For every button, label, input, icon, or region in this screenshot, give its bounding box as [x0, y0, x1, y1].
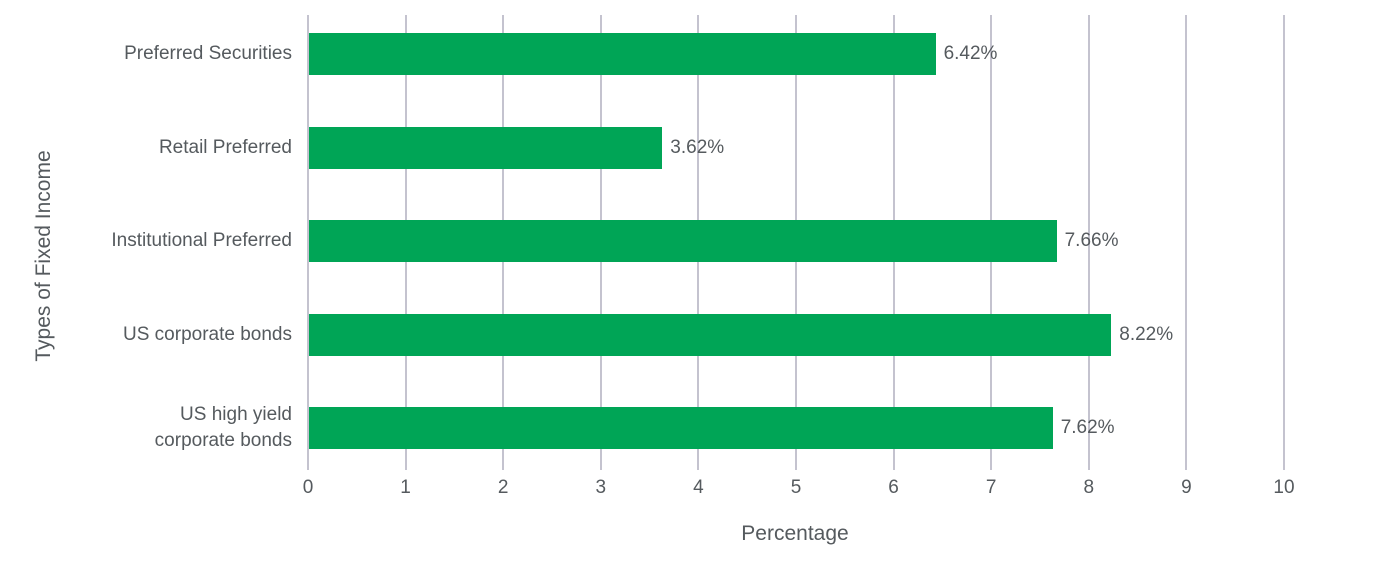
category-label: Retail Preferred [0, 135, 292, 161]
category-label-line: US high yield [180, 404, 292, 426]
bar-value-label: 6.42% [943, 43, 998, 64]
x-axis-title: Percentage [741, 522, 849, 545]
x-tick-label: 2 [497, 477, 509, 498]
bar [309, 407, 1053, 450]
x-tick-label: 9 [1181, 477, 1192, 498]
x-tick-label: 0 [302, 477, 314, 498]
category-label-line: Preferred Securities [124, 43, 292, 64]
gridline [1185, 15, 1188, 470]
x-tick-label: 8 [1083, 477, 1095, 498]
bar [309, 313, 1112, 356]
x-tick-label: 1 [400, 477, 411, 498]
x-tick-label: 3 [595, 477, 607, 498]
bar [309, 220, 1057, 263]
category-label: Preferred Securities [0, 41, 292, 67]
category-label-line: US corporate bonds [123, 323, 292, 345]
y-axis-title: Types of Fixed Income [32, 150, 55, 362]
bar-value-label: 7.66% [1064, 230, 1119, 252]
bar [309, 33, 936, 75]
x-tick-label: 4 [693, 477, 704, 498]
gridline [1283, 15, 1285, 470]
category-label-line: Retail Preferred [158, 136, 292, 158]
category-label: US high yield corporate bonds [0, 402, 292, 454]
bar-value-label: 3.62% [670, 136, 725, 158]
bar [309, 126, 663, 169]
bar-value-label: 7.62% [1060, 417, 1115, 439]
gridline [307, 15, 309, 470]
x-tick-label: 6 [888, 477, 899, 498]
x-tick-label: 5 [790, 477, 802, 498]
x-tick-label: 10 [1273, 477, 1295, 498]
x-tick-label: 7 [985, 477, 997, 498]
category-label: Institutional Preferred [0, 228, 292, 254]
category-label-line: corporate bonds [154, 430, 292, 452]
bar-value-label: 8.22% [1119, 323, 1174, 345]
category-label-line: Institutional Preferred [111, 230, 292, 252]
gridline [1087, 15, 1090, 470]
category-label: US corporate bonds [0, 322, 292, 348]
